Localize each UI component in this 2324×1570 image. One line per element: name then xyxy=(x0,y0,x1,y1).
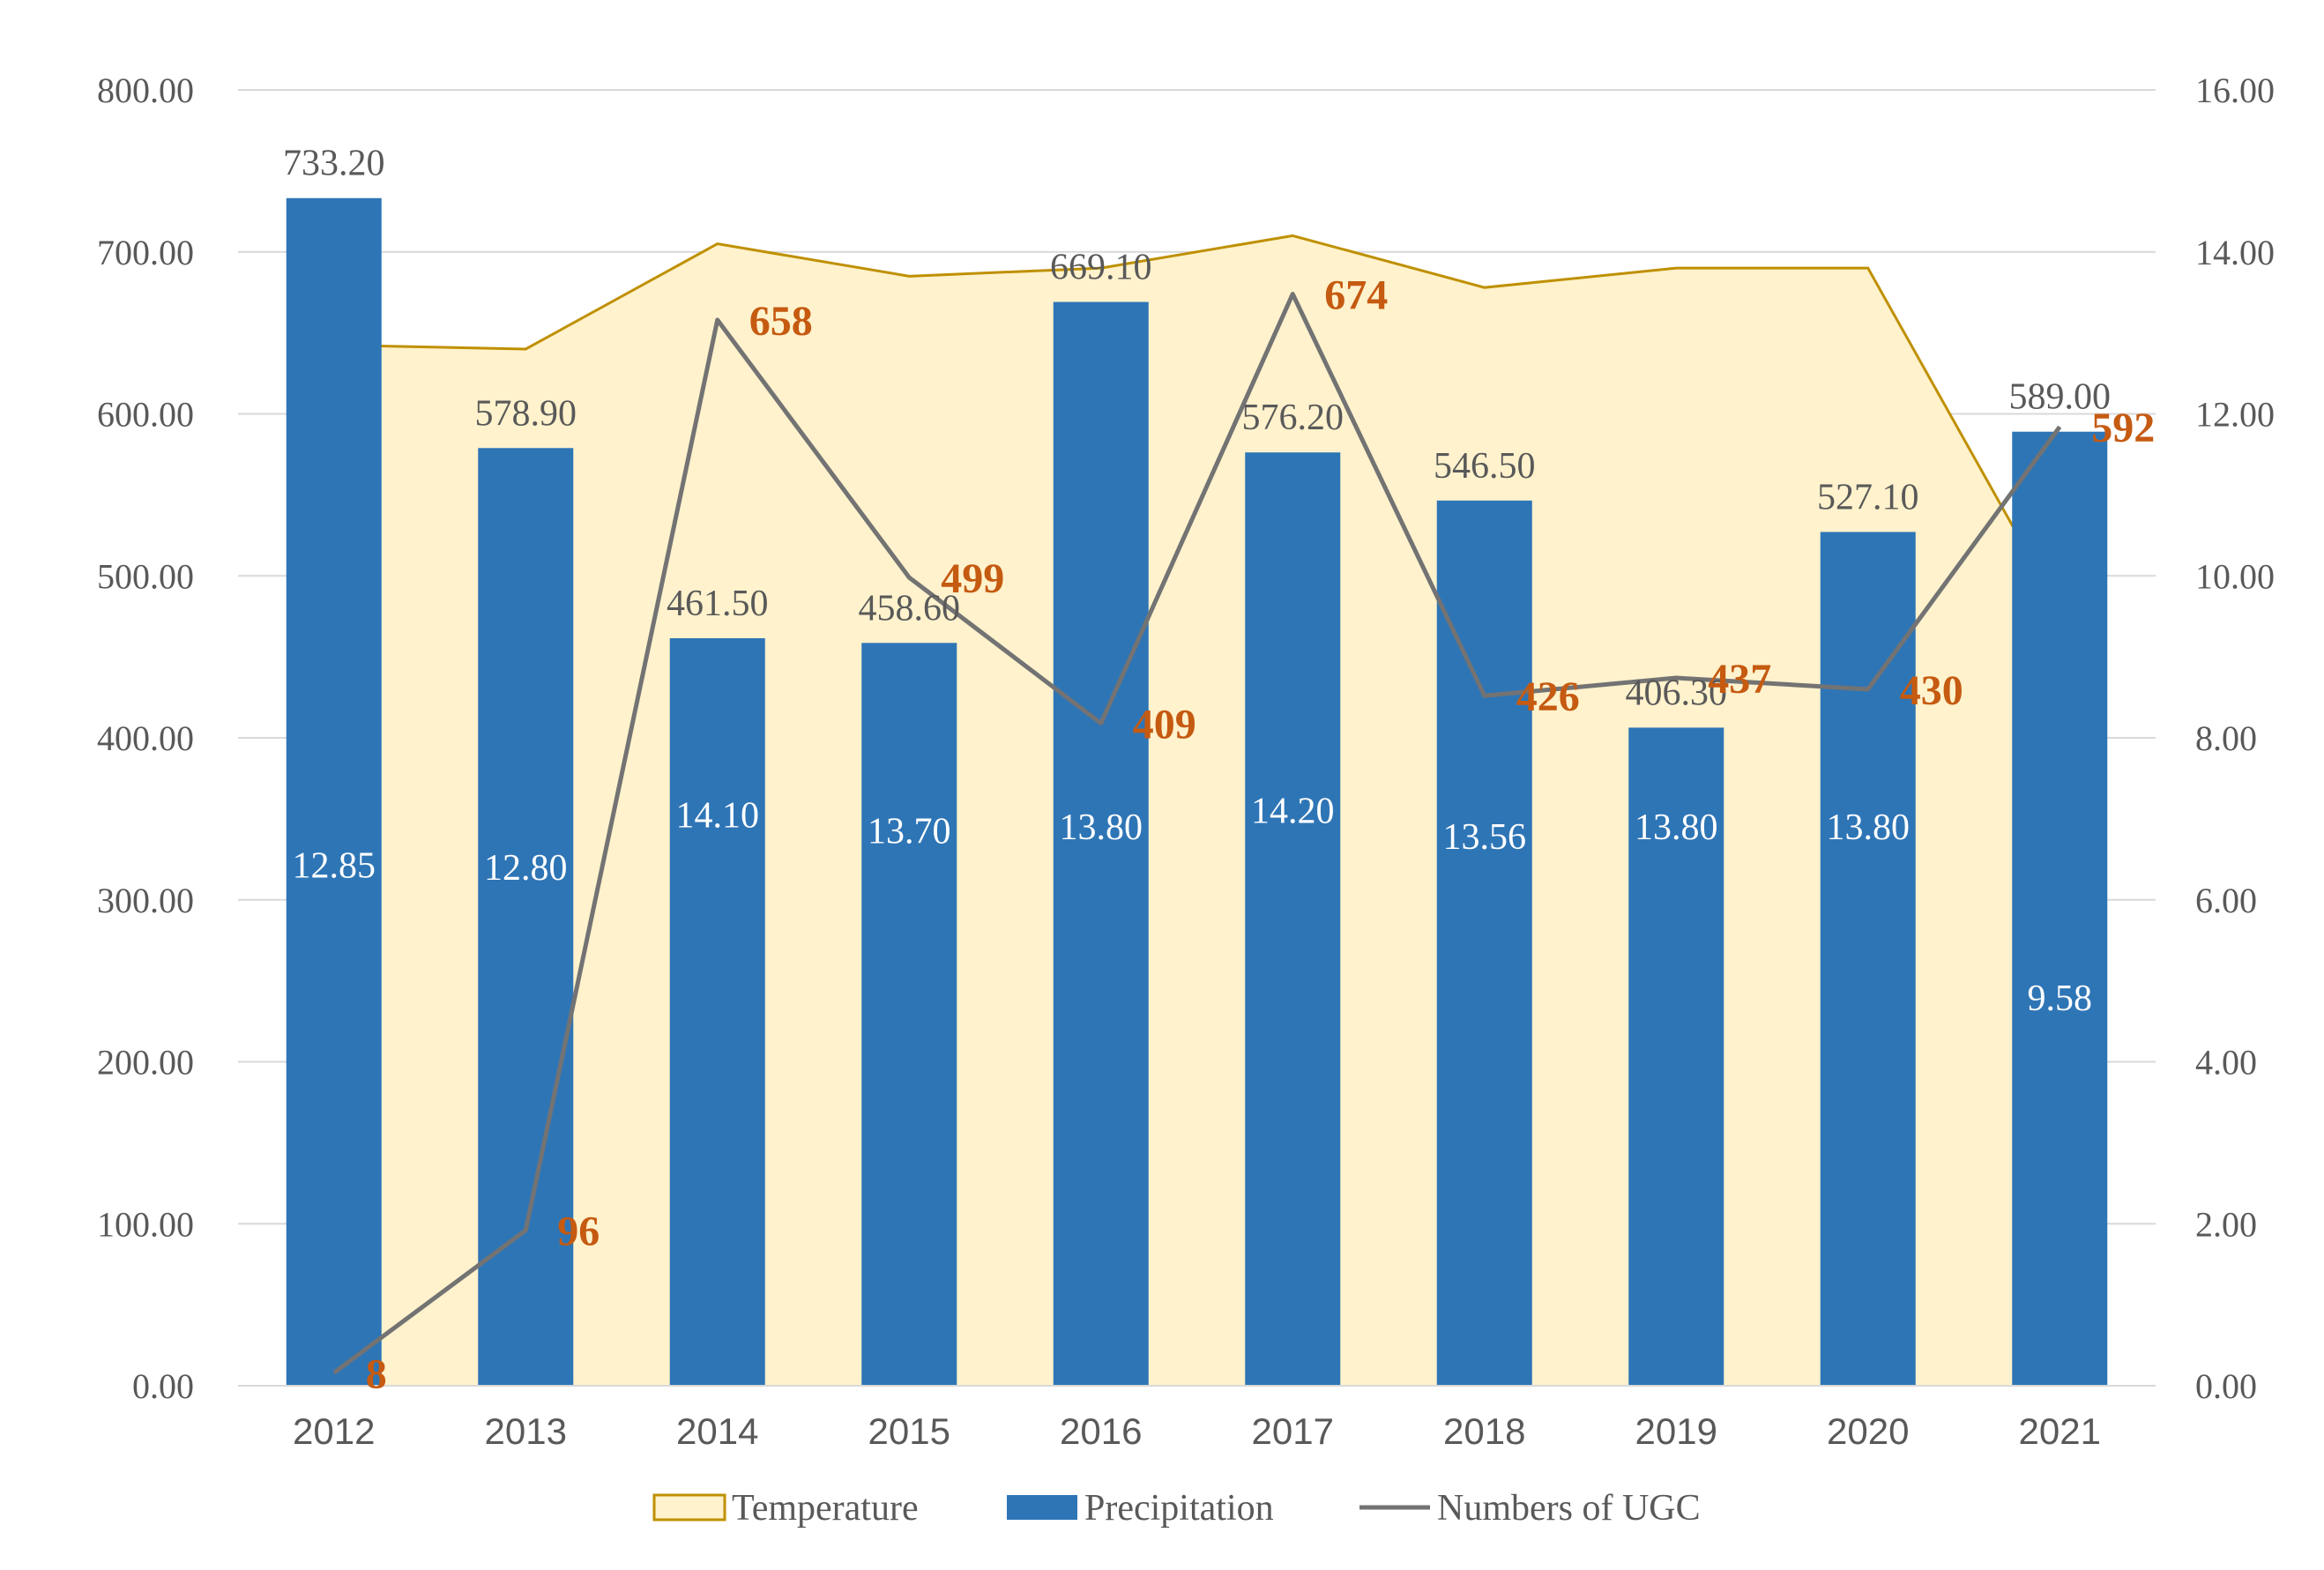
legend-label-precipitation: Precipitation xyxy=(1084,1488,1274,1529)
temperature-label: 14.10 xyxy=(676,795,760,836)
ugc-label: 499 xyxy=(941,555,1004,602)
ugc-label: 592 xyxy=(2091,405,2155,451)
precipitation-bar xyxy=(1053,301,1149,1386)
y-right-tick-label: 16.00 xyxy=(2195,71,2275,110)
temperature-label: 13.70 xyxy=(868,812,951,852)
y-right-tick-label: 4.00 xyxy=(2195,1043,2257,1083)
x-tick-label: 2016 xyxy=(1060,1410,1142,1452)
precipitation-bar xyxy=(1820,532,1916,1386)
y-left-tick-label: 100.00 xyxy=(97,1204,194,1244)
precipitation-label: 461.50 xyxy=(667,584,769,624)
x-tick-label: 2013 xyxy=(485,1410,567,1452)
ugc-line xyxy=(332,292,2062,1375)
x-tick-label: 2019 xyxy=(1635,1410,1717,1452)
y-left-tick-label: 200.00 xyxy=(97,1043,194,1083)
precipitation-label: 578.90 xyxy=(475,393,577,434)
precipitation-label: 589.00 xyxy=(2009,377,2112,418)
temperature-label: 13.56 xyxy=(1443,817,1527,858)
y-left-tick-label: 400.00 xyxy=(97,718,194,758)
ugc-label: 674 xyxy=(1324,272,1388,319)
precipitation-label: 576.20 xyxy=(1242,398,1344,438)
precipitation-label: 669.10 xyxy=(1050,248,1152,288)
y-left-tick-label: 0.00 xyxy=(132,1366,194,1406)
ugc-label: 409 xyxy=(1133,701,1196,748)
precipitation-bar xyxy=(286,197,382,1386)
temperature-area xyxy=(333,235,2060,1386)
legend-label-ugc: Numbers of UGC xyxy=(1437,1488,1701,1529)
ugc-label: 96 xyxy=(557,1209,600,1255)
x-tick-label: 2012 xyxy=(293,1410,375,1452)
x-tick-label: 2015 xyxy=(868,1410,950,1452)
temperature-line xyxy=(333,234,2061,611)
y-left-tick-label: 300.00 xyxy=(97,881,194,920)
x-tick-label: 2020 xyxy=(1827,1410,1909,1452)
precipitation-label: 527.10 xyxy=(1817,477,1919,517)
temperature-label: 12.80 xyxy=(484,848,568,889)
ugc-label: 658 xyxy=(749,298,813,345)
precipitation-bar xyxy=(1628,727,1724,1386)
legend-swatch-precipitation xyxy=(1007,1495,1077,1520)
temperature-label: 13.80 xyxy=(1827,807,1911,848)
temperature-label: 12.85 xyxy=(293,846,376,887)
precipitation-bar xyxy=(1436,500,1532,1386)
precipitation-label: 458.60 xyxy=(859,588,961,629)
x-tick-label: 2017 xyxy=(1252,1410,1334,1452)
precipitation-label: 546.50 xyxy=(1434,446,1536,487)
y-right-tick-label: 8.00 xyxy=(2195,718,2257,758)
temperature-label: 14.20 xyxy=(1251,792,1335,832)
ugc-label: 430 xyxy=(1900,667,1963,714)
y-right-tick-label: 10.00 xyxy=(2195,556,2275,596)
precipitation-bar xyxy=(669,637,765,1386)
precipitation-bar xyxy=(1245,452,1341,1387)
y-right-tick-label: 12.00 xyxy=(2195,395,2275,435)
y-left-tick-label: 500.00 xyxy=(97,556,194,596)
x-tick-label: 2021 xyxy=(2019,1410,2101,1452)
precipitation-bar xyxy=(861,643,957,1386)
legend-label-temperature: Temperature xyxy=(732,1488,919,1529)
y-right-tick-label: 0.00 xyxy=(2195,1366,2257,1406)
y-left-tick-label: 700.00 xyxy=(97,233,194,272)
ugc-label: 426 xyxy=(1516,673,1580,720)
y-left-tick-label: 800.00 xyxy=(97,71,194,110)
temperature-label: 13.80 xyxy=(1060,807,1143,848)
y-left-tick-label: 600.00 xyxy=(97,395,194,435)
ugc-label: 437 xyxy=(1708,656,1771,703)
temperature-label: 9.58 xyxy=(2028,978,2093,1019)
y-right-tick-label: 6.00 xyxy=(2195,881,2257,920)
precipitation-label: 406.30 xyxy=(1626,673,1728,713)
precipitation-label: 733.20 xyxy=(283,144,385,184)
x-tick-label: 2018 xyxy=(1443,1410,1525,1452)
temperature-label: 13.80 xyxy=(1635,807,1718,848)
y-right-tick-label: 14.00 xyxy=(2195,233,2275,272)
x-tick-label: 2014 xyxy=(676,1410,758,1452)
ugc-label: 8 xyxy=(366,1350,387,1397)
y-right-tick-label: 2.00 xyxy=(2195,1204,2257,1244)
precipitation-bar xyxy=(2012,431,2108,1386)
legend-swatch-temperature xyxy=(652,1493,726,1522)
